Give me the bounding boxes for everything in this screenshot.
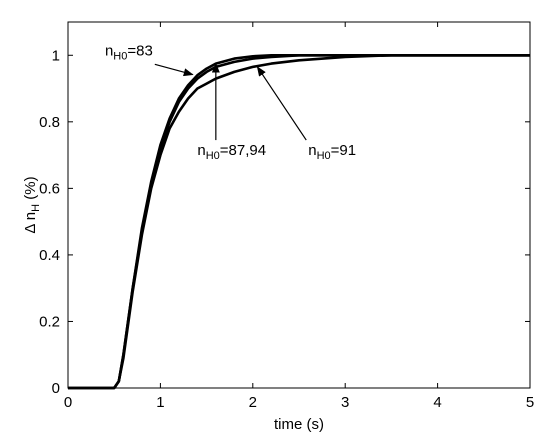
y-axis-title-subscript: H [30, 204, 42, 212]
annotation-label-value: =83 [127, 42, 152, 59]
annotation-label-main: n [308, 142, 316, 159]
y-tick-label: 0 [52, 380, 60, 397]
y-tick-label: 0.6 [39, 180, 60, 197]
series-lines [68, 53, 530, 390]
annotation-label-subscript: H0 [317, 150, 331, 162]
series-line [68, 53, 530, 390]
x-axis: 0 1 2 3 4 5 [64, 22, 534, 411]
annotation-label: nH0=87,94 [197, 142, 266, 162]
plot-area [67, 21, 531, 389]
annotation-label-main: n [197, 142, 205, 159]
x-axis-title: time (s) [274, 416, 324, 433]
y-tick-label: 0.2 [39, 313, 60, 330]
x-tick-label: 4 [433, 394, 441, 411]
annotation-arrow [256, 66, 307, 141]
annotation-label-value: =91 [331, 142, 356, 159]
x-tick-label: 3 [341, 394, 349, 411]
y-axis-title: Δ nH (%) [22, 176, 42, 233]
annotation-label-subscript: H0 [113, 50, 127, 62]
y-tick-label: 0.8 [39, 114, 60, 131]
annotation-label: nH0=91 [308, 142, 356, 162]
annotation-label-value: =87,94 [220, 142, 266, 159]
y-tick-label: 1 [52, 47, 60, 64]
y-axis: 0 0.2 0.4 0.6 0.8 1 [39, 47, 530, 397]
y-axis-title-main: Δ n [22, 212, 39, 234]
y-axis-title-unit: (%) [22, 176, 39, 204]
y-tick-label: 0.4 [39, 247, 60, 264]
annotation-label-main: n [105, 42, 113, 59]
x-tick-label: 5 [526, 394, 534, 411]
annotation-arrow [154, 63, 194, 77]
x-tick-label: 2 [249, 394, 257, 411]
annotation-label-subscript: H0 [206, 150, 220, 162]
x-tick-label: 0 [64, 394, 72, 411]
x-tick-label: 1 [156, 394, 164, 411]
annotation-label: nH0=83 [105, 42, 153, 62]
